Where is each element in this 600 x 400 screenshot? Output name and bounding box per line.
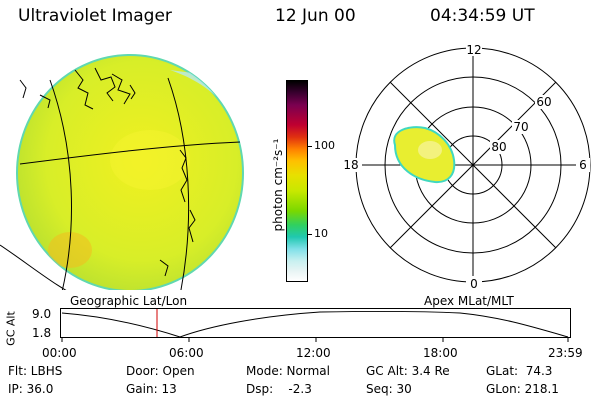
longitude-line-east	[167, 77, 190, 290]
mlt-label-0: 0	[470, 277, 478, 290]
altitude-ytick-9: 9.0	[32, 307, 52, 321]
date-label: 12 Jun 00	[275, 6, 356, 26]
altitude-xtick-0000: 00:00	[42, 346, 77, 360]
glon-label: GLon: 218.1	[486, 382, 559, 396]
altitude-ytick-1-8: 1.8	[32, 326, 52, 340]
longitude-line-west	[49, 79, 72, 290]
polar-plot: 12 18 6 0 60 70 80	[340, 42, 591, 290]
seq-label: Seq: 30	[366, 382, 412, 396]
coastline-overlay	[19, 67, 196, 277]
colorbar-unit-label: photon cm⁻²s⁻¹	[271, 138, 285, 232]
geographic-image	[0, 54, 244, 290]
right-panel-caption: Apex MLat/MLT	[424, 294, 514, 308]
altitude-xtick-0600: 06:00	[169, 346, 204, 360]
colorbar-tick-100: 100	[314, 139, 335, 152]
altitude-xtick-1200: 12:00	[296, 346, 331, 360]
gain-label: Gain: 13	[126, 382, 177, 396]
filter-label: Flt: LBHS	[8, 364, 63, 378]
mlt-label-6: 6	[579, 158, 587, 172]
left-panel-caption: Geographic Lat/Lon	[70, 294, 188, 308]
mlat-label-70: 70	[513, 120, 528, 134]
mlat-label-60: 60	[536, 95, 551, 109]
ip-label: IP: 36.0	[8, 382, 54, 396]
dsp-label: Dsp: -2.3	[246, 382, 312, 396]
gc-alt-label: GC Alt: 3.4 Re	[366, 364, 450, 378]
door-label: Door: Open	[126, 364, 195, 378]
colorbar-tick-10: 10	[314, 227, 328, 240]
glat-label: GLat: 74.3	[486, 364, 553, 378]
altitude-plot	[60, 308, 571, 342]
mlt-label-12: 12	[466, 43, 481, 57]
colorbar	[286, 80, 308, 282]
altitude-curve	[61, 310, 569, 338]
app-title: Ultraviolet Imager	[18, 6, 172, 26]
bright-patch	[48, 232, 92, 268]
time-label: 04:34:59 UT	[430, 6, 535, 26]
mode-label: Mode: Normal	[246, 364, 330, 378]
altitude-axis-label: GC Alt	[4, 311, 18, 346]
mlat-label-80: 80	[491, 140, 506, 154]
mlt-label-18: 18	[343, 158, 358, 172]
latitude-line	[19, 141, 241, 165]
altitude-xtick-1800: 18:00	[423, 346, 458, 360]
altitude-xtick-2359: 23:59	[548, 346, 583, 360]
